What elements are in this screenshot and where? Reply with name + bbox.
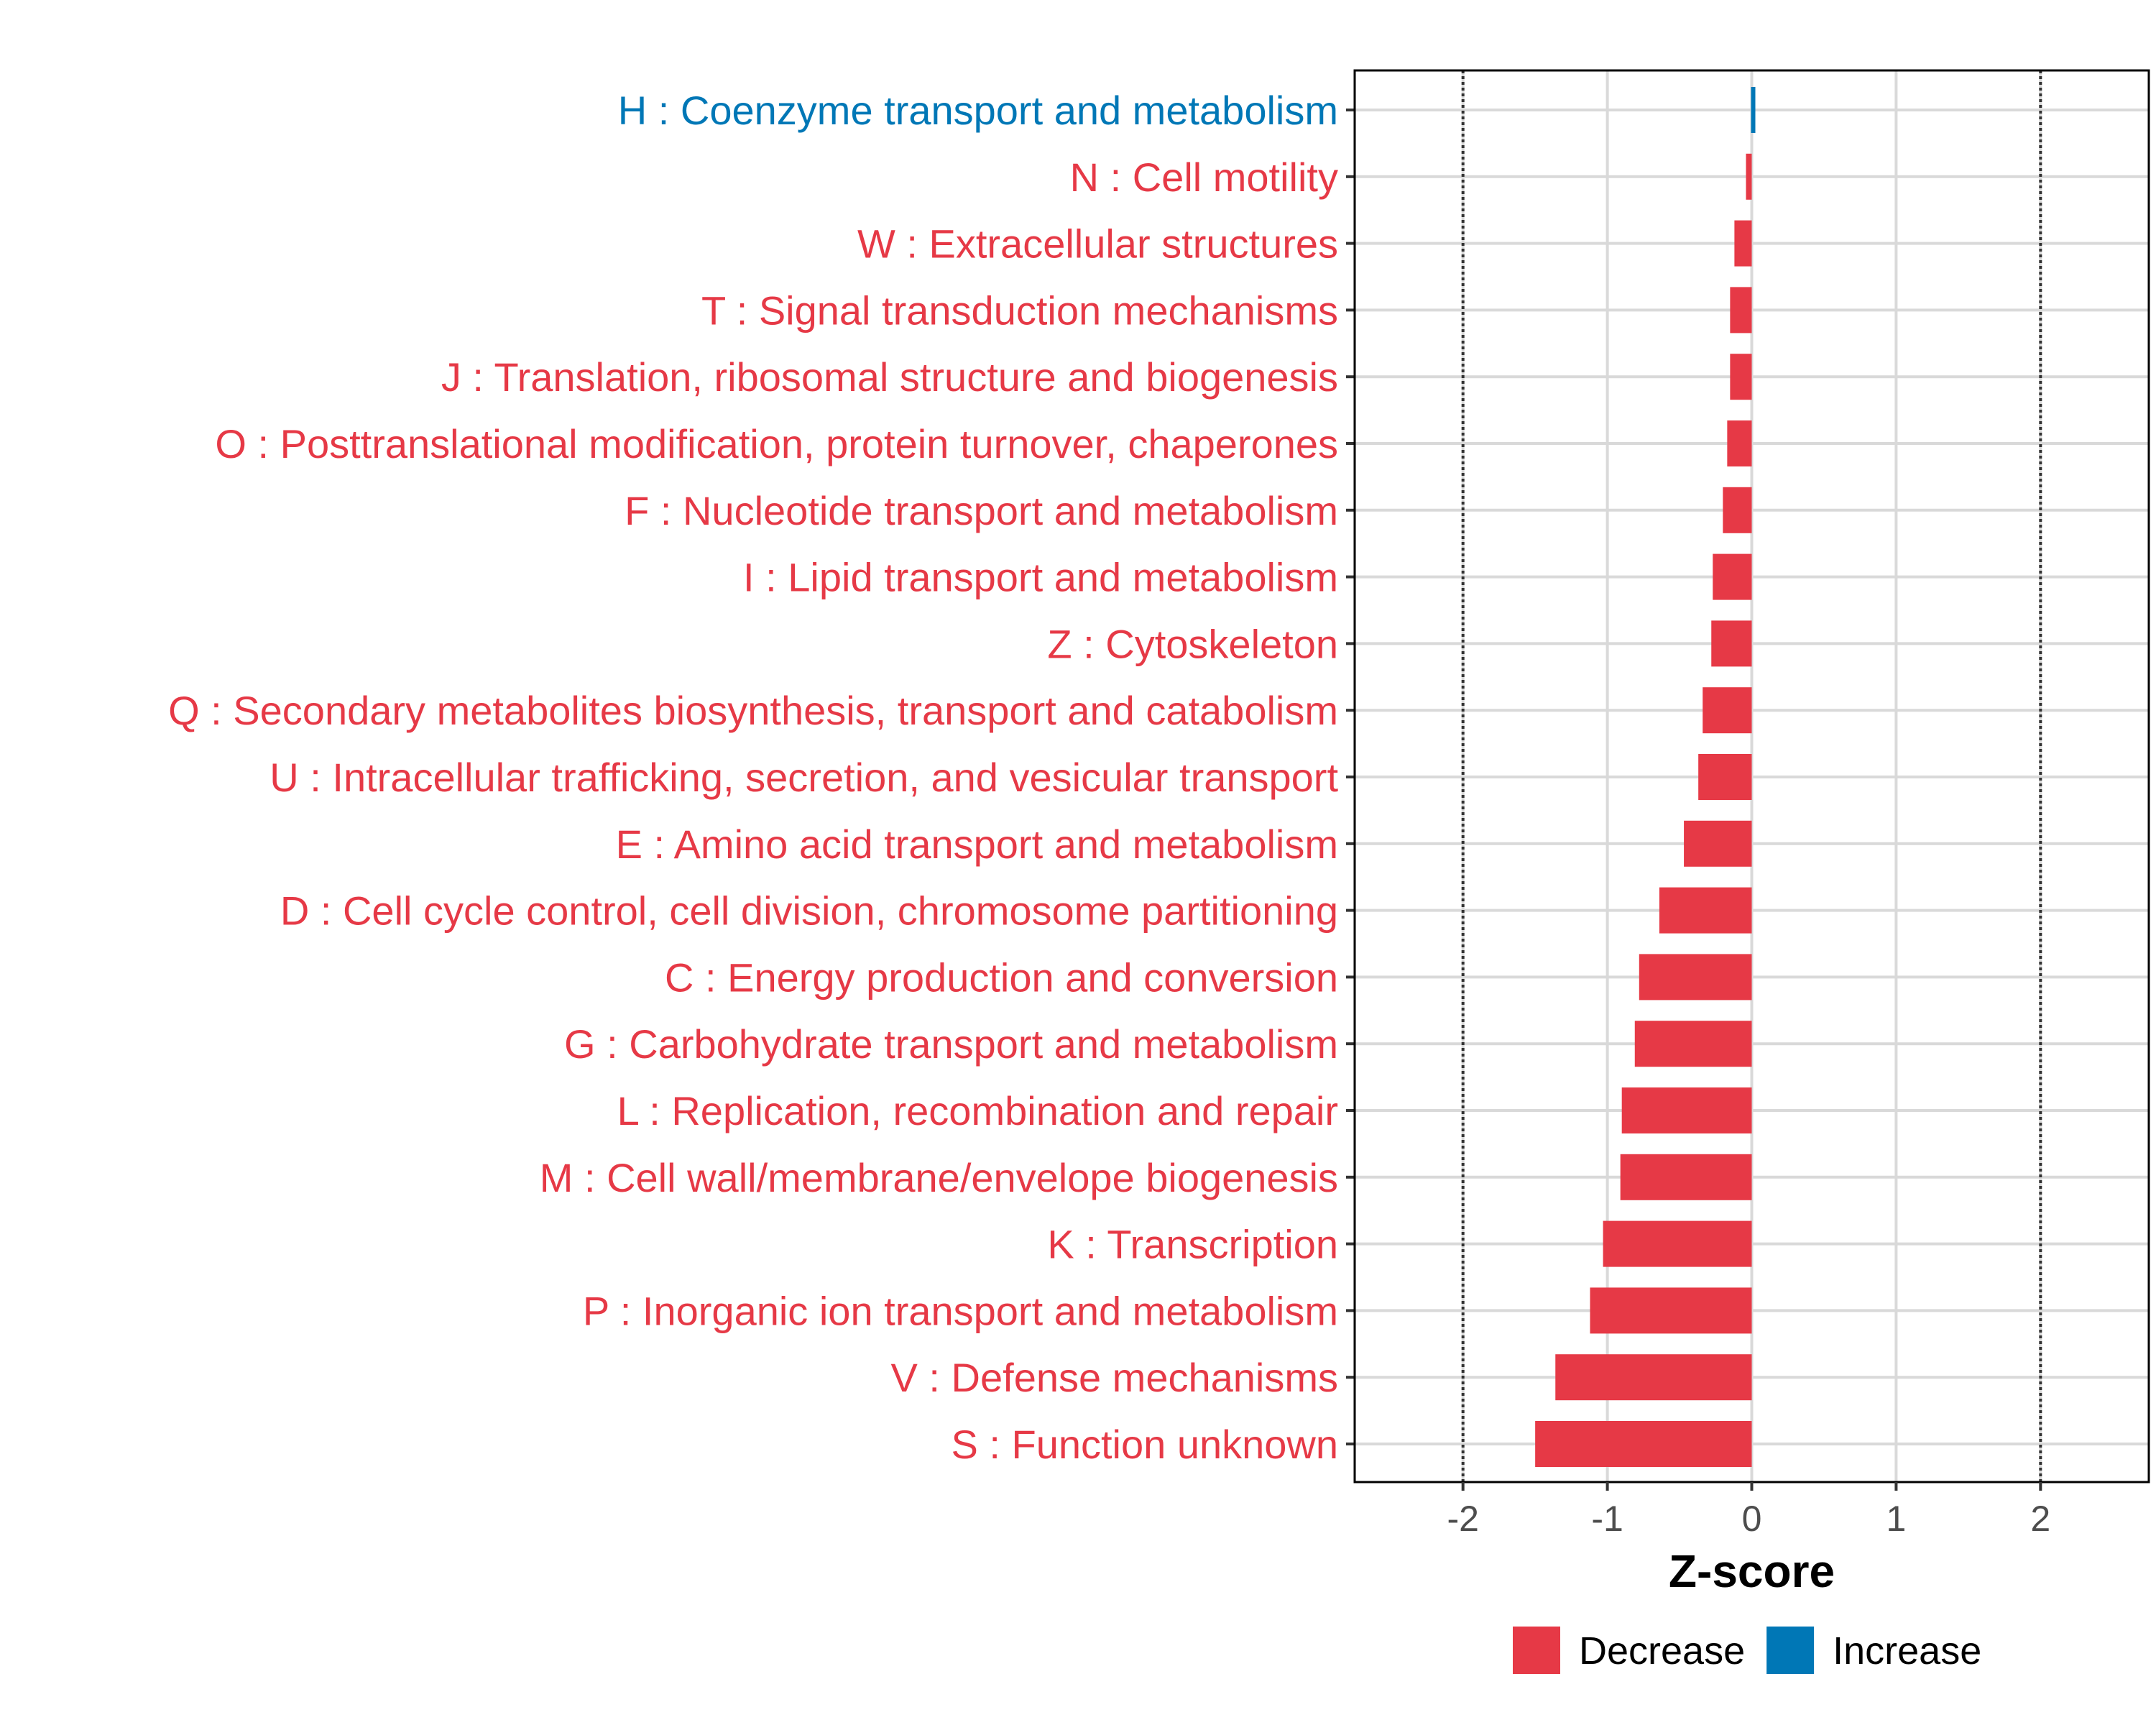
category-label: W : Extracellular structures	[857, 221, 1338, 267]
bar	[1734, 220, 1752, 267]
x-tick-label: 1	[1886, 1499, 1907, 1539]
bar	[1751, 87, 1756, 133]
bar	[1590, 1287, 1752, 1334]
category-label: V : Defense mechanisms	[891, 1355, 1338, 1400]
category-labels: H : Coenzyme transport and metabolism N :…	[168, 88, 1338, 1467]
category-label: D : Cell cycle control, cell division, c…	[280, 888, 1338, 934]
category-label: I : Lipid transport and metabolism	[743, 555, 1338, 600]
x-tick-label: -1	[1591, 1499, 1623, 1539]
category-label: H : Coenzyme transport and metabolism	[618, 88, 1338, 133]
category-label: J : Translation, ribosomal structure and…	[441, 354, 1338, 400]
category-label: S : Function unknown	[951, 1422, 1338, 1467]
legend-label: Decrease	[1579, 1629, 1745, 1673]
bar	[1698, 754, 1752, 800]
bar	[1713, 553, 1752, 600]
x-axis: -2 -1 0 1 2	[1346, 69, 2150, 1539]
bar	[1634, 1021, 1752, 1067]
bar	[1730, 287, 1752, 334]
bar	[1620, 1154, 1752, 1200]
legend-label: Increase	[1833, 1629, 1981, 1673]
x-tick-label: 2	[2030, 1499, 2050, 1539]
legend-swatch	[1766, 1627, 1815, 1674]
bar	[1639, 954, 1752, 1000]
x-tick-label: 0	[1742, 1499, 1762, 1539]
category-label: U : Intracellular trafficking, secretion…	[270, 755, 1338, 800]
bar	[1703, 687, 1752, 734]
category-label: Q : Secondary metabolites biosynthesis, …	[168, 688, 1338, 733]
category-label: F : Nucleotide transport and metabolism	[625, 488, 1338, 533]
x-axis-title: Z-score	[1669, 1545, 1835, 1597]
category-label: T : Signal transduction mechanisms	[701, 288, 1338, 333]
category-label: M : Cell wall/membrane/envelope biogenes…	[540, 1155, 1338, 1200]
bar	[1711, 620, 1752, 667]
bar	[1684, 820, 1752, 867]
bar	[1730, 354, 1752, 400]
legend-swatch	[1513, 1627, 1560, 1674]
x-tick-label: -2	[1447, 1499, 1478, 1539]
category-label: C : Energy production and conversion	[665, 954, 1338, 1000]
bar	[1621, 1087, 1752, 1133]
category-label: K : Transcription	[1047, 1222, 1338, 1267]
category-label: G : Carbohydrate transport and metabolis…	[564, 1021, 1338, 1067]
bar	[1723, 487, 1752, 533]
category-label: Z : Cytoskeleton	[1047, 621, 1338, 666]
bar	[1603, 1220, 1752, 1267]
bar-layer	[1535, 87, 1756, 1467]
bar	[1746, 153, 1752, 200]
category-label: N : Cell motility	[1070, 155, 1338, 200]
legend: Decrease Increase	[1513, 1627, 1981, 1674]
bar	[1727, 420, 1752, 466]
category-label: P : Inorganic ion transport and metaboli…	[583, 1288, 1338, 1333]
bar	[1555, 1354, 1752, 1401]
category-label: E : Amino acid transport and metabolism	[616, 822, 1338, 867]
category-label: O : Posttranslational modification, prot…	[215, 421, 1338, 466]
category-label: L : Replication, recombination and repai…	[617, 1088, 1338, 1133]
bar	[1535, 1421, 1752, 1467]
bar	[1659, 887, 1752, 934]
